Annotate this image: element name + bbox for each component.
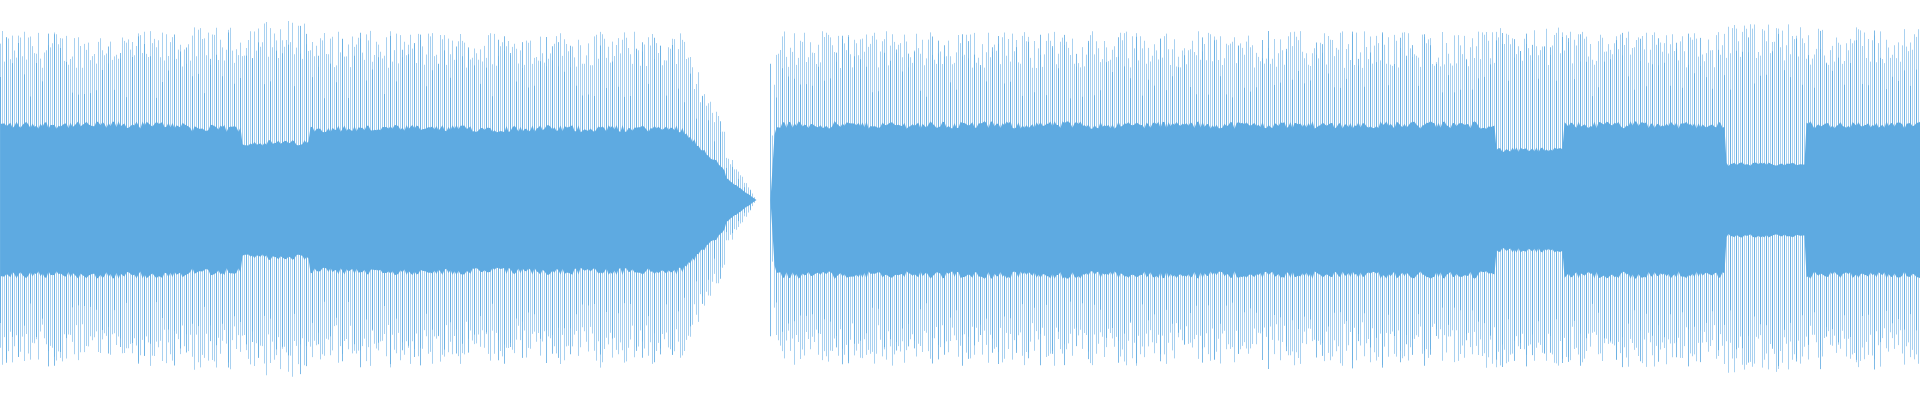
waveform-clip-2[interactable]	[770, 24, 1920, 373]
waveform-rms-clip-2	[770, 121, 1920, 279]
waveform-clip-1[interactable]	[0, 21, 757, 377]
waveform-rms-clip-1	[0, 121, 757, 279]
